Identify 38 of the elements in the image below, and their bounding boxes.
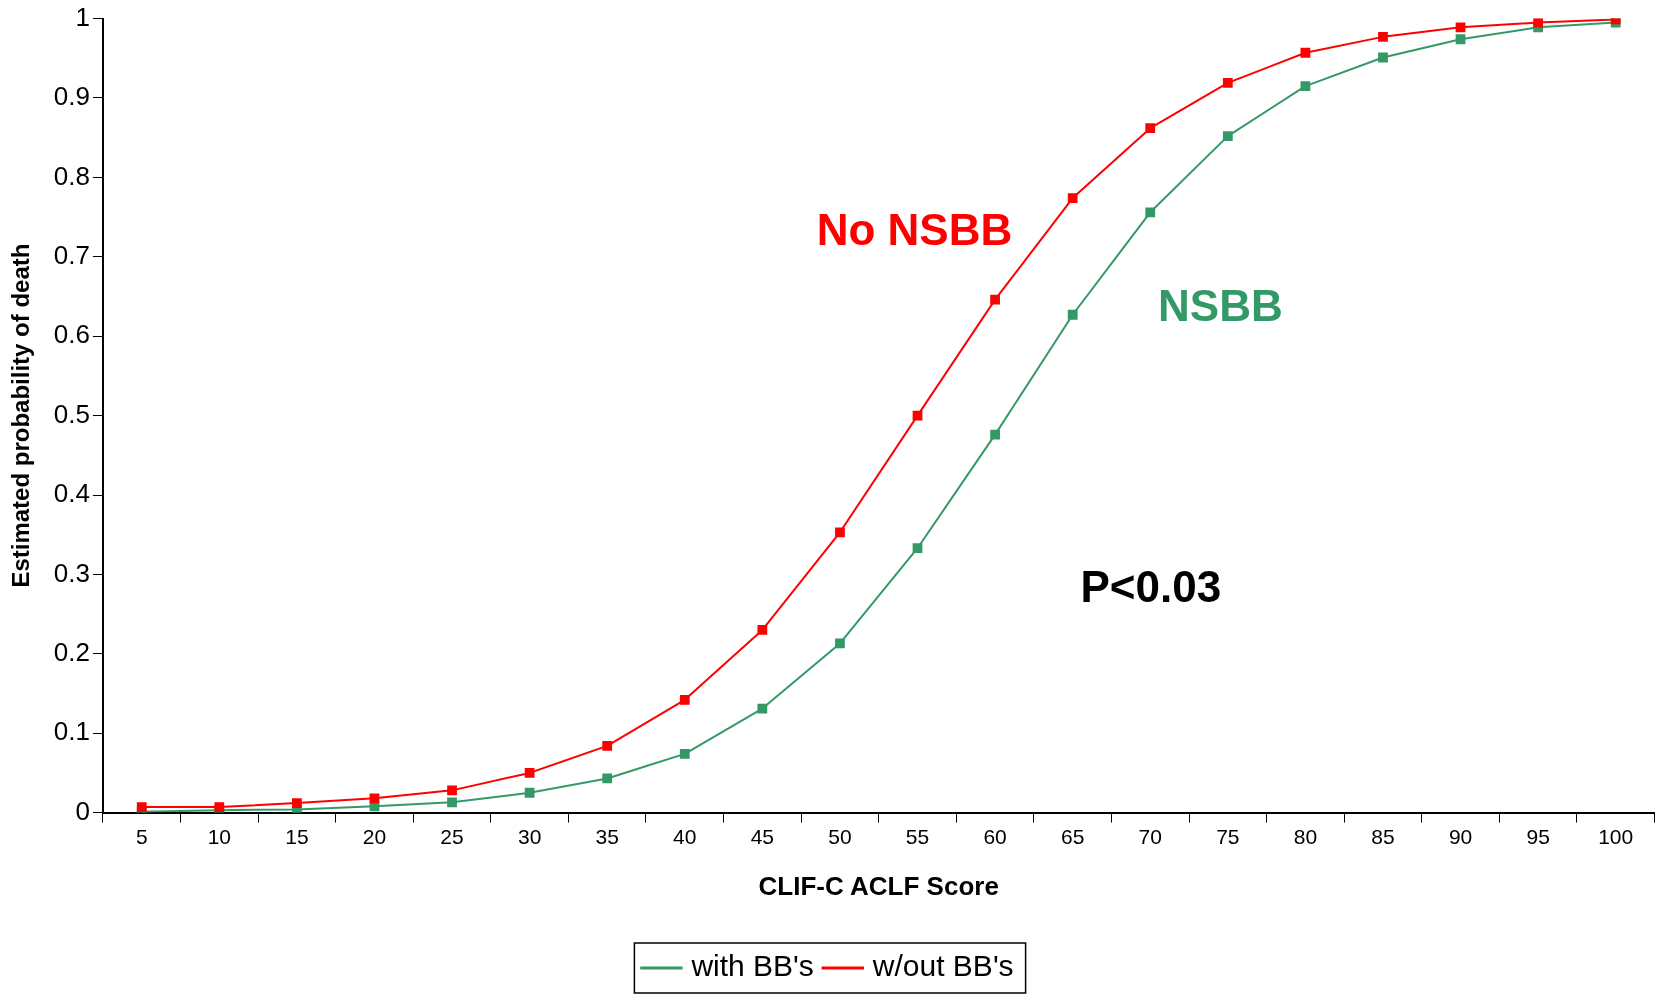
x-tick-label: 40	[673, 825, 697, 848]
y-tick-label: 0.7	[53, 239, 90, 270]
x-tick-label: 90	[1448, 825, 1473, 848]
y-tick-label: 0.3	[53, 557, 90, 588]
x-tick-label: 65	[1060, 825, 1085, 848]
x-tick-label: 20	[362, 825, 387, 848]
x-tick-label: 60	[983, 825, 1007, 848]
x-tick-label: 80	[1293, 825, 1318, 848]
y-axis-title: Estimated probability of death	[7, 243, 35, 588]
x-tick-label: 55	[905, 825, 930, 848]
legend-label: w/out BB's	[871, 949, 1014, 983]
x-tick-label: 70	[1138, 825, 1162, 848]
annotation: P<0.03	[1080, 562, 1222, 612]
y-tick-label: 0.1	[53, 716, 90, 747]
x-tick-label: 25	[440, 825, 464, 848]
x-tick-label: 85	[1371, 825, 1395, 848]
x-tick-label: 35	[595, 825, 619, 848]
x-axis-title: CLIF-C ACLF Score	[758, 870, 999, 901]
x-tick-label: 15	[285, 825, 309, 848]
x-tick-label: 95	[1526, 825, 1550, 848]
y-tick-label: 0.5	[53, 398, 90, 429]
x-tick-label: 75	[1216, 825, 1240, 848]
y-tick-label: 0.2	[53, 636, 90, 667]
x-tick-label: 30	[517, 825, 542, 848]
y-tick-label: 0.8	[53, 160, 90, 191]
y-tick-label: 0.6	[53, 319, 90, 350]
legend-label: with BB's	[690, 949, 814, 983]
y-tick-label: 0.4	[53, 478, 90, 509]
annotation: No NSBB	[816, 205, 1013, 255]
x-tick-label: 50	[828, 825, 852, 848]
y-tick-label: 1	[75, 1, 90, 32]
x-tick-label: 10	[207, 825, 231, 848]
y-tick-label: 0	[75, 795, 90, 826]
x-tick-label: 45	[750, 825, 775, 848]
y-tick-label: 0.9	[53, 81, 90, 112]
x-tick-label: 5	[135, 825, 148, 848]
annotation: NSBB	[1158, 280, 1283, 330]
x-tick-label: 100	[1598, 825, 1634, 848]
